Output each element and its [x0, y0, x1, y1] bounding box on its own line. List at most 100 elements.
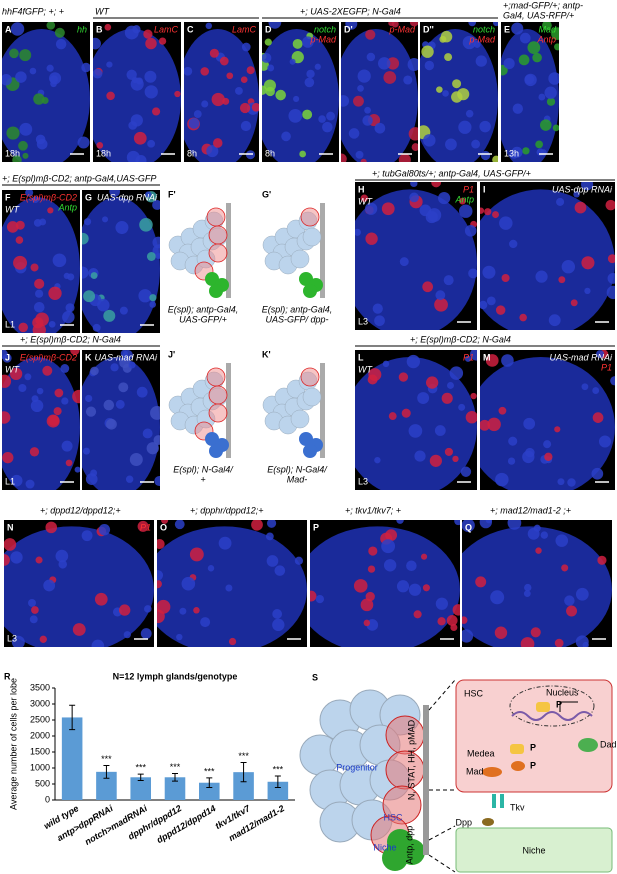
cell	[524, 583, 532, 592]
cell	[2, 452, 14, 464]
cell	[18, 383, 27, 393]
cell	[149, 294, 157, 302]
progenitor-label: Progenitor	[336, 762, 378, 772]
cell	[251, 102, 259, 112]
cell	[459, 197, 466, 205]
cell	[542, 22, 552, 31]
cell	[310, 590, 317, 602]
cell	[503, 58, 515, 70]
cell	[518, 54, 530, 66]
cell	[72, 623, 86, 636]
progenitor-cell	[302, 227, 322, 247]
cell	[266, 520, 277, 528]
channel-label: p-Mad	[309, 34, 337, 44]
genotype: WT	[5, 204, 20, 214]
cell	[484, 208, 492, 216]
cell	[184, 66, 193, 76]
niche-box-label: Niche	[522, 845, 545, 855]
schematic-caption: +	[200, 474, 205, 484]
bar	[199, 782, 220, 800]
cell	[226, 72, 234, 80]
cell	[9, 48, 19, 59]
cell	[498, 406, 507, 415]
cell	[535, 547, 542, 554]
cell	[410, 182, 418, 188]
cell	[365, 29, 376, 40]
tissue	[93, 29, 181, 162]
cell	[176, 633, 183, 641]
micrograph	[157, 520, 307, 647]
cell	[508, 436, 518, 446]
cell	[398, 372, 409, 382]
micrograph	[480, 350, 615, 490]
channel-label: UAS-mad RNAi	[94, 352, 158, 362]
cell	[512, 103, 523, 114]
y-tick-label: 3000	[30, 698, 50, 708]
cell	[106, 418, 117, 430]
cell	[65, 303, 75, 313]
channel-label: E(spl)mβ-CD2	[20, 192, 77, 202]
cell	[246, 66, 255, 75]
cell	[519, 32, 531, 44]
cell	[150, 406, 160, 420]
cell	[492, 211, 499, 219]
niche-bar	[423, 705, 429, 855]
cell	[457, 88, 470, 101]
cell	[281, 131, 291, 142]
cell	[33, 93, 45, 105]
channel-label: p-Mad	[388, 24, 416, 34]
cell	[445, 138, 457, 151]
cell	[98, 523, 111, 536]
niche-bar	[226, 203, 231, 298]
hsc-cell	[206, 367, 226, 387]
micrograph	[2, 22, 90, 162]
cell	[24, 373, 32, 381]
cell	[480, 207, 485, 214]
cell	[91, 639, 105, 647]
cell	[435, 290, 446, 301]
cell	[67, 273, 75, 281]
cell	[30, 399, 44, 413]
stage-label: L3	[7, 633, 17, 643]
cell	[133, 131, 147, 145]
tissue	[2, 197, 80, 333]
cell	[406, 354, 421, 369]
cell	[45, 521, 58, 534]
cell	[357, 69, 371, 83]
cell	[473, 40, 481, 48]
cell	[28, 598, 36, 607]
nucleus	[509, 685, 595, 727]
cell	[65, 459, 73, 467]
cell	[482, 265, 496, 279]
cell	[52, 253, 67, 268]
cell	[546, 97, 556, 106]
cell	[486, 296, 496, 306]
panel-letter: O	[160, 522, 167, 532]
channel-label: P1	[601, 362, 612, 372]
cell	[567, 478, 576, 487]
niche-label: Niche	[373, 842, 396, 852]
p-label: P	[530, 760, 536, 770]
cell	[29, 447, 40, 457]
significance: ***	[101, 754, 112, 764]
cell	[527, 527, 540, 540]
transcription-arrow	[559, 701, 578, 712]
niche-bar	[320, 203, 325, 298]
cell	[315, 594, 325, 604]
nucleus-label: Nucleus	[546, 687, 579, 697]
cell	[465, 109, 474, 118]
tkv-receptor	[492, 794, 504, 808]
cell	[157, 570, 164, 581]
dna	[511, 711, 593, 721]
cell	[33, 301, 45, 313]
cell	[465, 411, 477, 424]
panel-letter: Q	[465, 522, 472, 532]
channel-label: UAS-dpp RNAi	[97, 192, 158, 202]
cell	[441, 392, 453, 404]
cell	[83, 218, 92, 226]
channel-label: LamC	[232, 24, 257, 34]
cell	[137, 520, 149, 532]
cell	[540, 531, 549, 539]
cell	[544, 86, 557, 99]
cell	[266, 555, 279, 567]
